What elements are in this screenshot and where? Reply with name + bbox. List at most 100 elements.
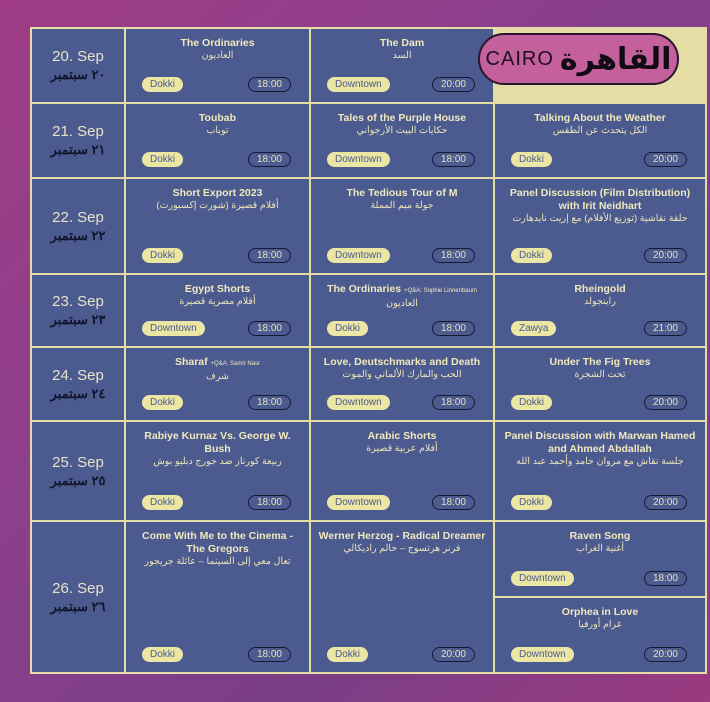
event-qa-note: +Q&A: Samir Nasr — [210, 361, 261, 367]
event-pills: Downtown 18:00 — [142, 321, 291, 336]
venue-badge: Dokki — [142, 248, 184, 263]
date-cell: 23. Sep ٢٣ سبتمبر — [32, 275, 124, 346]
event-title-ar: الحب والمارك الألماني والموت — [342, 369, 462, 380]
time-badge: 20:00 — [431, 77, 475, 92]
event-title-text: Werner Herzog - Radical Dreamer — [318, 530, 486, 542]
venue-badge: Dokki — [511, 395, 553, 410]
event-title-ar: توباب — [206, 125, 229, 136]
event-title: Tales of the Purple House — [311, 104, 493, 125]
event-title-text: Love, Deutschmarks and Death — [323, 356, 481, 368]
event-pills: Dokki 20:00 — [511, 152, 687, 167]
event-title-text: The Ordinaries — [327, 283, 402, 295]
date-ar: ٢٥ سبتمبر — [50, 472, 106, 488]
time-badge: 18:00 — [247, 395, 291, 410]
event-title: Short Export 2023 — [126, 179, 309, 200]
event-pills: Downtown 18:00 — [327, 248, 475, 263]
venue-badge: Dokki — [327, 321, 369, 336]
event-pills: Downtown 20:00 — [511, 647, 687, 662]
event-cell: The Ordinaries العاديون Dokki 18:00 — [126, 29, 309, 102]
venue-badge: Downtown — [142, 321, 205, 336]
event-pills: Dokki 18:00 — [142, 77, 291, 92]
time-badge: 18:00 — [247, 77, 291, 92]
event-title-ar: الكل يتحدث عن الطقس — [552, 125, 648, 136]
event-title: The Ordinaries — [126, 29, 309, 50]
date-ar: ٢٢ سبتمبر — [50, 227, 106, 243]
event-pills: Dokki 20:00 — [511, 395, 687, 410]
date-en: 26. Sep — [52, 579, 104, 597]
event-title: The Ordinaries +Q&A: Sophie Linnenbaum — [311, 275, 493, 298]
event-title: Under The Fig Trees — [495, 348, 705, 369]
split-cell: Raven Song أغنية الغراب Downtown 18:00 Orphe… — [495, 522, 705, 672]
time-badge: 20:00 — [643, 248, 687, 263]
event-title: Toubab — [126, 104, 309, 125]
date-ar: ٢٣ سبتمبر — [50, 312, 106, 327]
event-pills: Dokki 18:00 — [142, 395, 291, 410]
event-title-text: Arabic Shorts — [367, 430, 437, 442]
venue-badge: Downtown — [327, 152, 390, 167]
date-ar: ٢٤ سبتمبر — [50, 385, 106, 401]
event-pills: Dokki 18:00 — [142, 647, 291, 662]
event-title: The Tedious Tour of M — [311, 179, 493, 200]
event-cell: The Dam السد Downtown 20:00 — [311, 29, 493, 102]
event-cell: Sharaf +Q&A: Samir Nasr شرف Dokki 18:00 — [126, 348, 309, 420]
event-title-text: Rabiye Kurnaz Vs. George W. Bush — [144, 430, 291, 455]
event-title: Orphea in Love — [495, 598, 705, 619]
event-title-text: Rheingold — [574, 283, 626, 295]
venue-badge: Dokki — [511, 248, 553, 263]
date-cell: 26. Sep ٢٦ سبتمبر — [32, 522, 124, 672]
event-cell: Under The Fig Trees تحت الشجرة Dokki 20:00 — [495, 348, 705, 420]
venue-badge: Downtown — [327, 395, 390, 410]
event-title: Egypt Shorts — [126, 275, 309, 296]
event-title-ar: ربيعة كورناز ضد جورج دبليو بوش — [153, 456, 282, 467]
time-badge: 21:00 — [643, 321, 687, 336]
event-title: Werner Herzog - Radical Dreamer — [311, 522, 493, 543]
time-badge: 18:00 — [247, 152, 291, 167]
event-title-text: Raven Song — [569, 530, 631, 542]
time-badge: 18:00 — [643, 571, 687, 586]
event-cell: Rheingold راينجولد Zawya 21:00 — [495, 275, 705, 346]
event-pills: Zawya 21:00 — [511, 321, 687, 336]
event-qa-note: +Q&A: Sophie Linnenbaum — [404, 288, 477, 294]
event-title-ar: راينجولد — [584, 296, 616, 307]
event-title-text: Short Export 2023 — [172, 187, 263, 199]
venue-badge: Dokki — [511, 152, 553, 167]
time-badge: 18:00 — [431, 495, 475, 510]
time-badge: 20:00 — [431, 647, 475, 662]
event-title-text: The Dam — [379, 37, 425, 49]
event-pills: Dokki 18:00 — [142, 248, 291, 263]
event-cell: The Ordinaries +Q&A: Sophie Linnenbaum ال… — [311, 275, 493, 346]
event-cell: Short Export 2023 أفلام قصيرة (شورت إكسبو… — [126, 179, 309, 273]
event-title-text: Sharaf — [174, 356, 208, 368]
event-title-ar: حلقة نقاشية (توزيع الأفلام) مع إريت نايد… — [512, 213, 688, 224]
event-title: Sharaf +Q&A: Samir Nasr — [126, 348, 309, 371]
event-title: Panel Discussion (Film Distribution) wit… — [495, 179, 705, 213]
event-title-ar: فرنر هرتسوج – حالم راديكالي — [343, 543, 461, 554]
event-title-text: Under The Fig Trees — [549, 356, 651, 368]
date-ar: ٢١ سبتمبر — [50, 142, 106, 157]
event-title-text: Orphea in Love — [561, 606, 639, 618]
event-title-ar: العاديون — [386, 298, 418, 309]
event-pills: Dokki 20:00 — [327, 647, 475, 662]
venue-badge: Downtown — [327, 248, 390, 263]
venue-badge: Dokki — [511, 495, 553, 510]
date-en: 22. Sep — [52, 208, 104, 226]
event-pills: Dokki 18:00 — [327, 321, 475, 336]
date-en: 20. Sep — [52, 48, 104, 65]
date-en: 25. Sep — [52, 453, 104, 471]
event-title: Panel Discussion with Marwan Hamed and A… — [495, 422, 705, 456]
event-title-text: Talking About the Weather — [534, 112, 666, 124]
event-title-ar: أغنية الغراب — [575, 543, 624, 554]
event-title: Rheingold — [495, 275, 705, 296]
event-pills: Dokki 20:00 — [511, 495, 687, 510]
date-cell: 20. Sep ٢٠ سبتمبر — [32, 29, 124, 102]
event-pills: Dokki 18:00 — [142, 152, 291, 167]
venue-badge: Dokki — [142, 77, 184, 92]
event-cell: Orphea in Love غرام أورفيا Downtown 20:00 — [495, 598, 705, 672]
event-cell: Arabic Shorts أفلام عربية قصيرة Downtown 18… — [311, 422, 493, 520]
event-title-text: Come With Me to the Cinema - The Gregors — [142, 530, 293, 555]
event-cell: Werner Herzog - Radical Dreamer فرنر هرتس… — [311, 522, 493, 672]
time-badge: 20:00 — [643, 647, 687, 662]
time-badge: 18:00 — [247, 248, 291, 263]
date-cell: 22. Sep ٢٢ سبتمبر — [32, 179, 124, 273]
venue-badge: Dokki — [142, 495, 184, 510]
